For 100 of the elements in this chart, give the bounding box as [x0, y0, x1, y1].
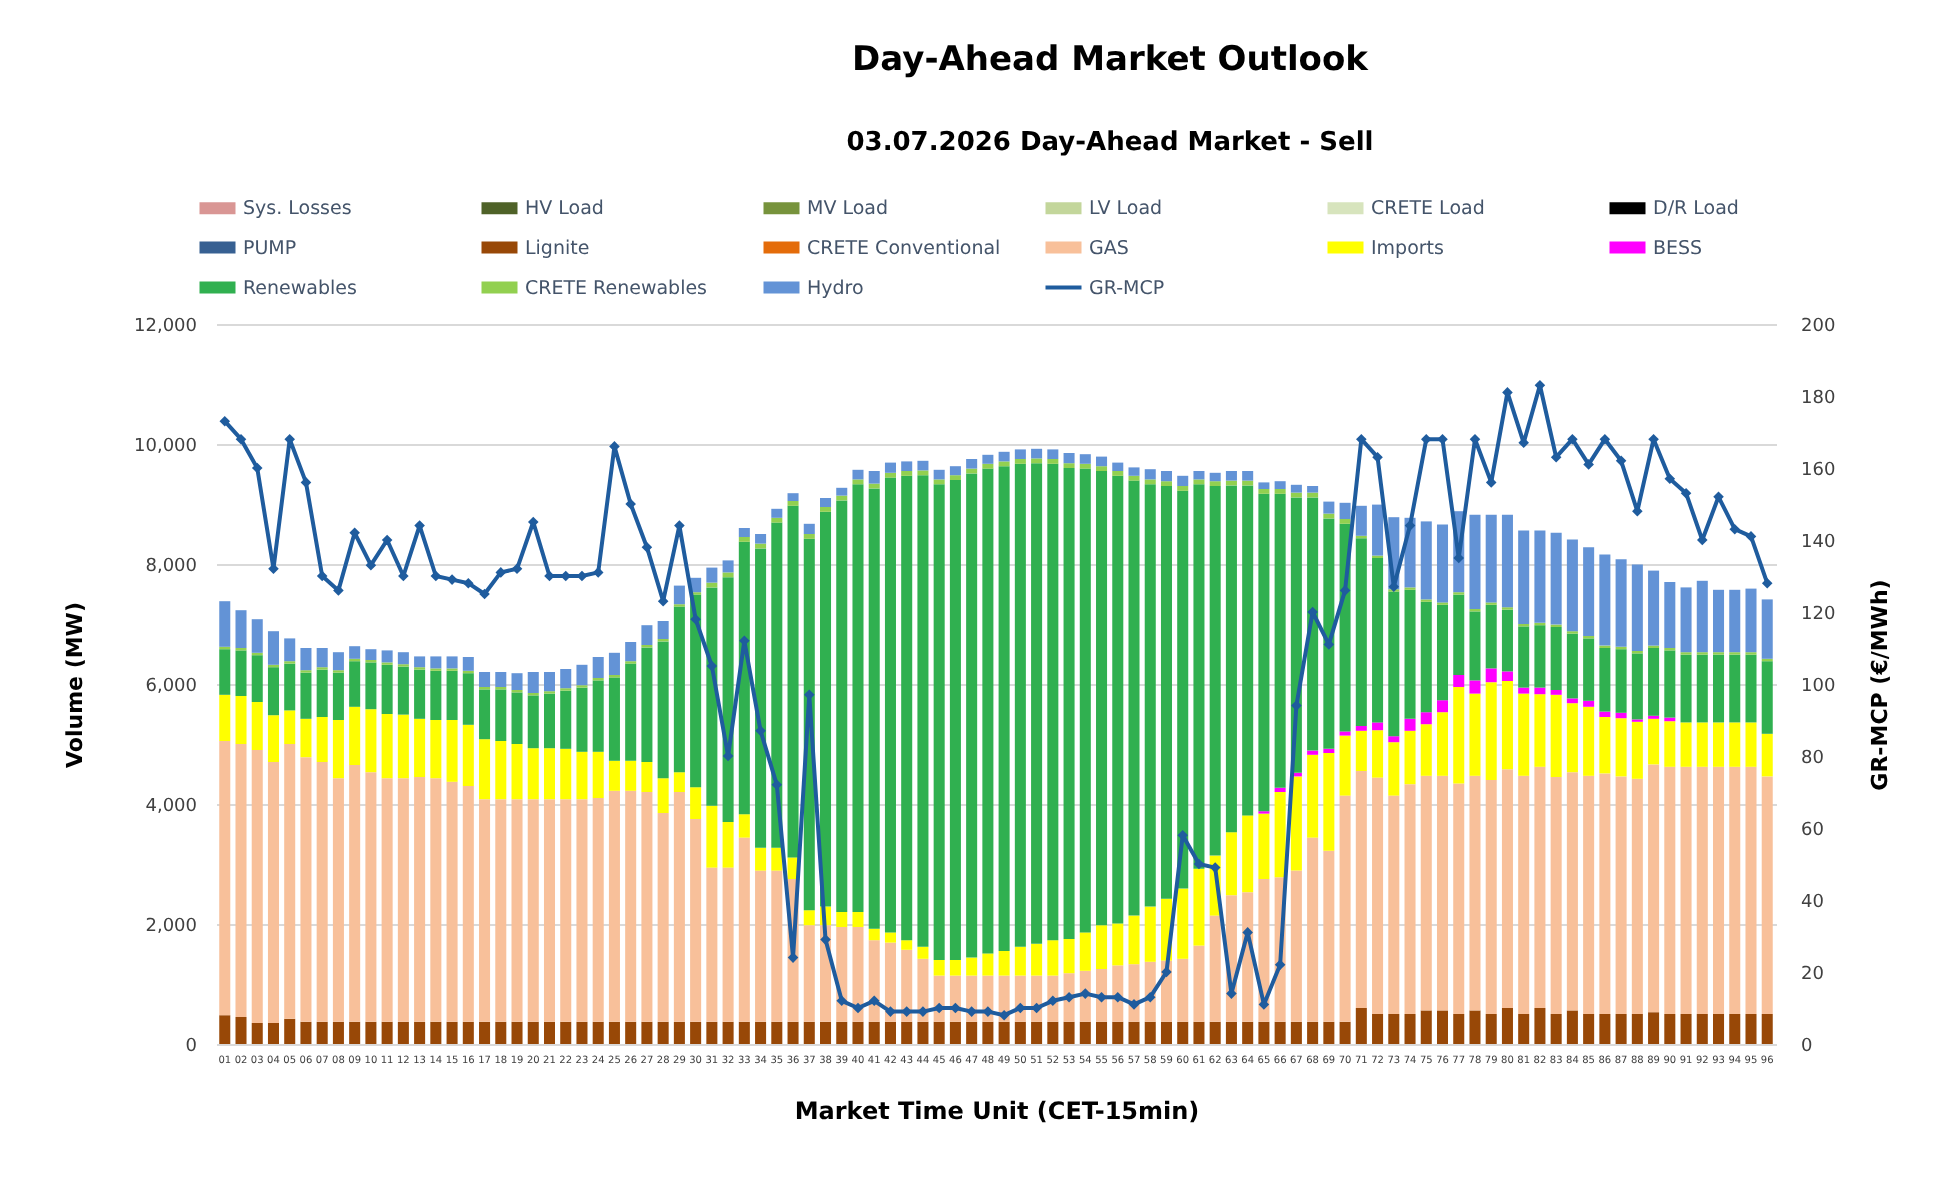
bar — [479, 739, 491, 800]
bar — [1453, 594, 1465, 675]
bar — [608, 1021, 620, 1044]
bar — [982, 1021, 994, 1044]
bar — [1566, 1010, 1578, 1044]
bar — [1307, 497, 1319, 751]
bar — [657, 813, 669, 1022]
bar — [1079, 1021, 1091, 1044]
bar — [560, 669, 572, 689]
legend-label: CRETE Conventional — [807, 237, 1001, 260]
bar — [365, 772, 377, 1022]
y-tick-label: 6,000 — [145, 677, 198, 697]
bar — [1566, 633, 1578, 699]
bar — [1144, 906, 1156, 962]
bar — [430, 778, 442, 1022]
bar — [560, 748, 572, 800]
bar — [803, 925, 815, 1022]
bar — [511, 1021, 523, 1044]
bar — [300, 648, 312, 671]
bar — [527, 1021, 539, 1044]
bar — [706, 587, 718, 806]
bar — [1436, 1010, 1449, 1044]
y-tick-label: 8,000 — [145, 557, 198, 577]
bar — [349, 706, 361, 765]
y2-tick-label: 160 — [1801, 461, 1836, 481]
bar — [673, 772, 685, 792]
bar — [852, 484, 864, 912]
bar — [1128, 480, 1140, 916]
bar — [1112, 1021, 1124, 1044]
bar — [1583, 1014, 1595, 1044]
bar — [1404, 784, 1416, 1014]
bar — [1745, 722, 1757, 767]
bar — [1518, 693, 1530, 776]
bar — [365, 649, 377, 660]
bar — [495, 689, 507, 741]
bar — [1469, 1010, 1481, 1044]
bar — [381, 664, 393, 714]
bar — [251, 1023, 263, 1044]
bar — [235, 744, 247, 1017]
bar — [1420, 1010, 1432, 1044]
bar — [608, 677, 620, 761]
bar — [1339, 502, 1351, 519]
bar — [1177, 475, 1189, 486]
bar — [397, 714, 409, 779]
y2-tick-label: 80 — [1801, 749, 1825, 769]
bar — [1453, 1014, 1465, 1044]
bar — [1550, 532, 1562, 625]
bar — [1761, 661, 1773, 734]
bar — [1761, 776, 1773, 1014]
bar — [1047, 1021, 1059, 1044]
bar — [771, 508, 783, 518]
bar — [1209, 486, 1221, 856]
bar — [284, 638, 296, 662]
bar — [1307, 486, 1319, 493]
bar — [1096, 471, 1108, 926]
bar — [267, 762, 279, 1023]
bar — [543, 693, 556, 749]
bar — [1047, 463, 1059, 941]
bar — [1469, 693, 1481, 776]
bar — [543, 672, 556, 692]
bar — [1388, 1014, 1400, 1044]
bar — [1274, 1021, 1286, 1044]
bar — [1761, 1014, 1773, 1044]
bar — [1501, 1008, 1513, 1044]
bar — [495, 1021, 507, 1044]
bar — [1031, 1021, 1043, 1044]
bar — [673, 792, 685, 1022]
bar — [1404, 589, 1416, 719]
x-axis-title: Market Time Unit (CET-15min) — [794, 1097, 1200, 1125]
bar — [219, 741, 231, 1016]
legend-label: CRETE Renewables — [525, 277, 708, 300]
bar — [1680, 766, 1692, 1014]
chart-title: Day-Ahead Market Outlook — [852, 40, 1370, 80]
bar — [267, 715, 279, 762]
bar — [1096, 925, 1108, 969]
bar — [1453, 687, 1465, 784]
bar — [1713, 722, 1725, 767]
bar — [625, 760, 637, 791]
bar — [414, 718, 426, 777]
bar — [1388, 736, 1400, 743]
bar — [332, 1021, 344, 1044]
bar — [1615, 718, 1627, 777]
bar — [1534, 694, 1546, 767]
bar — [998, 451, 1010, 462]
bar — [933, 484, 945, 960]
y-tick-label: 4,000 — [145, 797, 198, 817]
bar — [462, 786, 474, 1022]
bar — [1193, 471, 1205, 480]
bar — [397, 778, 409, 1022]
bar — [1436, 604, 1449, 701]
bar — [852, 469, 864, 480]
bar — [1112, 475, 1124, 924]
bar — [1566, 703, 1578, 773]
legend-label: Lignite — [525, 237, 590, 260]
bar — [1518, 775, 1530, 1014]
bar — [1664, 582, 1676, 648]
bar — [1372, 730, 1384, 778]
bar — [1469, 611, 1481, 681]
bar — [933, 1021, 945, 1044]
bar — [1274, 792, 1286, 878]
